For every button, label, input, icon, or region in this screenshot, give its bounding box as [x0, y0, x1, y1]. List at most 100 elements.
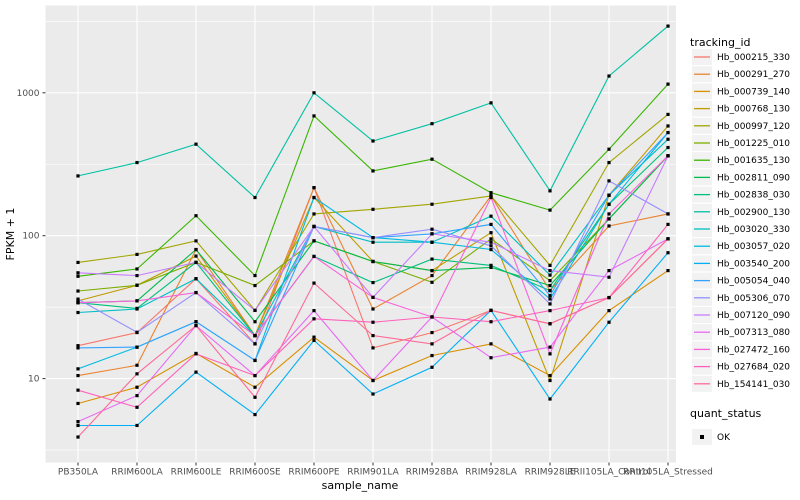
data-point	[194, 290, 198, 295]
data-point	[430, 342, 434, 346]
data-point	[666, 82, 670, 86]
data-point	[489, 244, 493, 248]
plot-panel	[45, 5, 676, 463]
x-axis-title: sample_name	[322, 479, 399, 492]
data-point	[135, 385, 139, 389]
data-point	[548, 373, 552, 378]
data-point	[312, 317, 316, 321]
x-tick-label: PB350LA	[58, 468, 99, 478]
x-tick-label: RRIM600LA	[111, 468, 163, 478]
quant-status-legend: OK	[692, 429, 731, 445]
data-point	[194, 247, 198, 252]
data-point	[76, 401, 80, 406]
data-point	[312, 114, 316, 118]
legend-item: Hb_005306_070	[692, 289, 790, 306]
legend-item-label: Hb_000739_140	[717, 87, 790, 97]
data-point	[548, 293, 552, 298]
data-point	[607, 160, 611, 165]
data-point	[666, 212, 670, 216]
data-point	[253, 395, 257, 399]
data-point	[194, 323, 198, 328]
data-point	[548, 322, 552, 326]
data-point	[489, 342, 493, 346]
data-point	[489, 308, 493, 313]
data-point	[371, 320, 375, 324]
data-point	[666, 237, 670, 241]
legend-item-label: Hb_005054_040	[717, 277, 790, 287]
legend-item-label: Hb_007313_080	[717, 328, 790, 338]
data-point	[253, 195, 257, 200]
data-point	[607, 309, 611, 313]
data-point	[548, 288, 552, 293]
x-tick-label: RRIM928LA	[465, 468, 517, 478]
data-point	[489, 247, 493, 252]
data-point	[194, 277, 198, 281]
data-point	[194, 239, 198, 243]
legend-item-label: Hb_002811_090	[717, 173, 790, 183]
data-point	[607, 179, 611, 183]
data-point	[666, 222, 670, 226]
legend-item: Hb_154141_030	[692, 375, 790, 392]
data-point	[489, 240, 493, 244]
point-swatch-icon	[700, 435, 704, 439]
data-point	[666, 251, 670, 255]
x-tick-label: RRII105LA_Stressed	[623, 468, 713, 478]
data-point	[607, 202, 611, 206]
data-point	[194, 142, 198, 146]
data-point	[135, 160, 139, 165]
legend-item-label: Hb_000215_330	[717, 53, 790, 63]
data-point	[76, 289, 80, 293]
data-point	[548, 268, 552, 273]
data-point	[548, 273, 552, 277]
legend-item: Hb_001635_130	[692, 152, 790, 169]
data-point	[135, 307, 139, 311]
data-point	[430, 330, 434, 335]
data-point	[666, 130, 670, 135]
data-point	[489, 101, 493, 105]
legend-item-label: Hb_001225_010	[717, 139, 790, 149]
data-point	[253, 308, 257, 313]
data-point	[548, 208, 552, 212]
data-point	[489, 214, 493, 218]
y-tick-label: 1000	[17, 89, 40, 99]
y-tick-labels: 10 100 1000	[17, 89, 40, 385]
x-tick-labels: PB350LA RRIM600LA RRIM600LE RRIM600SE RRIM60…	[58, 468, 713, 478]
legend-item: Hb_003057_020	[692, 238, 790, 255]
data-point	[666, 112, 670, 117]
data-point	[76, 174, 80, 178]
legend-item: Hb_007120_090	[692, 307, 790, 323]
data-point	[430, 315, 434, 319]
data-point	[312, 239, 316, 243]
data-point	[253, 385, 257, 389]
legend-item-label: Hb_003057_020	[717, 242, 790, 252]
data-point	[135, 273, 139, 278]
quant-status-legend-title: quant_status	[690, 407, 762, 420]
legend-item: Hb_003540_200	[692, 255, 790, 272]
data-point	[666, 124, 670, 128]
data-point	[607, 74, 611, 78]
data-point	[430, 280, 434, 284]
data-point	[666, 145, 670, 150]
legend-item: Hb_000215_330	[692, 49, 790, 65]
data-point	[253, 373, 257, 378]
legend-item-label: Hb_000997_120	[717, 122, 790, 132]
data-point	[430, 257, 434, 261]
data-point	[135, 394, 139, 398]
legend-item: Hb_000739_140	[692, 83, 790, 100]
data-point	[489, 263, 493, 267]
y-axis-title: FPKM + 1	[4, 208, 17, 261]
data-point	[489, 195, 493, 200]
data-point	[135, 330, 139, 334]
legend-item-label: Hb_000291_270	[717, 70, 790, 80]
grid-minor-lines	[45, 21, 676, 451]
data-point	[430, 227, 434, 231]
legend-item: Hb_002811_090	[692, 169, 790, 186]
data-point	[607, 212, 611, 216]
data-point	[76, 367, 80, 371]
data-point	[607, 268, 611, 273]
data-point	[312, 309, 316, 313]
data-point	[312, 281, 316, 285]
data-point	[194, 260, 198, 265]
data-point	[76, 299, 80, 303]
data-point	[489, 320, 493, 324]
